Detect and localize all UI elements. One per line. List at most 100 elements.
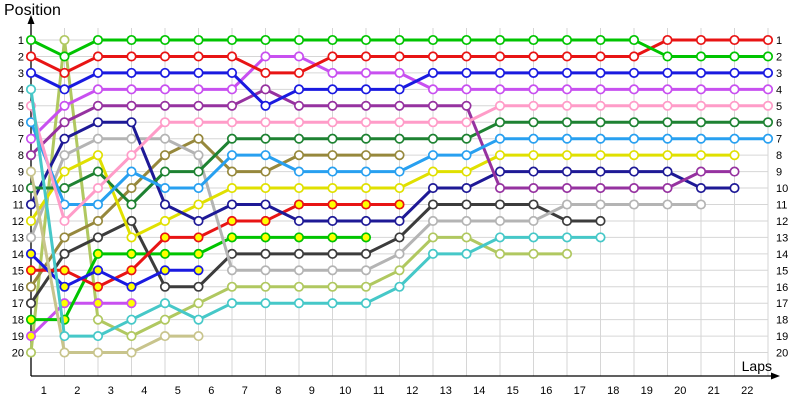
series-marker-green [360, 34, 372, 46]
series-marker-darkgray [193, 281, 204, 292]
series-marker-navy [595, 166, 606, 177]
series-marker-green [427, 34, 439, 46]
series-marker-navy [260, 199, 271, 210]
series-marker-pink [193, 117, 204, 128]
series-marker-darkgray [561, 215, 573, 226]
series-marker-lightblue [126, 166, 137, 177]
series-marker-palegreen [260, 281, 271, 292]
series-marker-magenta-yellow [126, 298, 137, 309]
series-marker-navy [528, 166, 539, 177]
series-marker-cyan [427, 248, 439, 259]
series-marker-pink [327, 117, 338, 128]
series-marker-palegreen [327, 281, 338, 292]
series-marker-gray [394, 248, 405, 259]
series-marker-blue-yellow [193, 265, 204, 276]
series-marker-blue [226, 67, 238, 78]
series-marker-magenta [729, 84, 740, 95]
series-marker-palegreen [159, 314, 171, 325]
series-marker-lightblue [628, 133, 640, 144]
x-tick-label: 18 [607, 385, 619, 397]
series-marker-gray [126, 133, 137, 144]
series-marker-red [662, 34, 673, 46]
series-line-yellow [29, 153, 735, 239]
series-marker-olive [159, 150, 171, 161]
x-tick-label: 4 [141, 385, 147, 397]
x-tick-label: 2 [74, 385, 80, 397]
series-marker-navy [360, 215, 372, 226]
series-marker-green [695, 51, 707, 62]
series-marker-darkgray [494, 199, 506, 210]
series-marker-magenta [695, 84, 707, 95]
series-marker-blue [293, 84, 305, 95]
series-marker-lightblue [293, 166, 305, 177]
x-tick-label: 15 [507, 385, 519, 397]
series-marker-navy [494, 166, 506, 177]
series-marker-navy [293, 215, 305, 226]
series-marker-pink [528, 100, 539, 111]
series-marker-blue [461, 67, 472, 78]
series-marker-magenta [394, 67, 405, 78]
series-marker-palegreen [126, 331, 137, 342]
series-marker-gray [494, 215, 506, 226]
y-tick-label-right: 5 [776, 101, 782, 113]
series-marker-yellow [226, 183, 238, 194]
series-marker-olive [260, 166, 271, 177]
series-marker-purple [695, 166, 707, 177]
y-tick-label-right: 20 [776, 348, 788, 360]
series-marker-green [159, 34, 171, 46]
series-marker-darkgray [126, 215, 137, 226]
series-marker-lightblue [461, 150, 472, 161]
series-marker-palegreen [193, 298, 204, 309]
series-marker-cyan [595, 232, 606, 243]
x-axis-arrow-icon [771, 372, 780, 380]
series-marker-cyan [92, 331, 104, 342]
series-marker-red [360, 51, 372, 62]
series-marker-gray [92, 133, 104, 144]
series-marker-magenta [762, 84, 774, 95]
series-marker-lightblue [695, 133, 707, 144]
series-marker-pink [159, 117, 171, 128]
series-marker-gray [260, 265, 271, 276]
series-marker-darkgray [59, 248, 70, 259]
series-marker-yellow [327, 183, 338, 194]
series-marker-gray [427, 215, 439, 226]
y-tick-label-left: 19 [12, 331, 24, 343]
series-marker-green [226, 34, 238, 46]
y-tick-label-left: 9 [18, 167, 24, 179]
series-marker-darkgray [528, 199, 539, 210]
series-marker-olive [92, 215, 104, 226]
y-tick-label-right: 19 [776, 331, 788, 343]
series-marker-pink [126, 150, 137, 161]
series-marker-pink [360, 117, 372, 128]
series-marker-gray [327, 265, 338, 276]
series-marker-navy [394, 215, 405, 226]
series-marker-magenta [427, 84, 439, 95]
y-tick-label-right: 2 [776, 51, 782, 63]
series-marker-red [25, 51, 37, 62]
series-marker-green-yellow [126, 248, 137, 259]
series-marker-pink [494, 100, 506, 111]
x-tick-label: 5 [175, 385, 181, 397]
series-marker-blue [628, 67, 640, 78]
x-tick-label: 10 [339, 385, 351, 397]
series-marker-magenta [293, 51, 305, 62]
series-marker-darkgreen [528, 117, 539, 128]
series-marker-pink [561, 100, 573, 111]
series-marker-yellow [528, 150, 539, 161]
series-marker-purple [394, 100, 405, 111]
series-marker-red [561, 51, 573, 62]
series-marker-gray [159, 133, 171, 144]
series-marker-yellow [494, 150, 506, 161]
series-marker-red [461, 51, 472, 62]
series-marker-pink [762, 100, 774, 111]
series-marker-red-yellow [59, 265, 70, 276]
y-tick-label-right: 9 [776, 167, 782, 179]
series-marker-darkgreen [394, 133, 405, 144]
series-marker-magenta [126, 84, 137, 95]
series-marker-blue [662, 67, 673, 78]
series-marker-green [126, 34, 137, 46]
series-marker-blue [394, 84, 405, 95]
series-marker-darkgray [25, 298, 37, 309]
